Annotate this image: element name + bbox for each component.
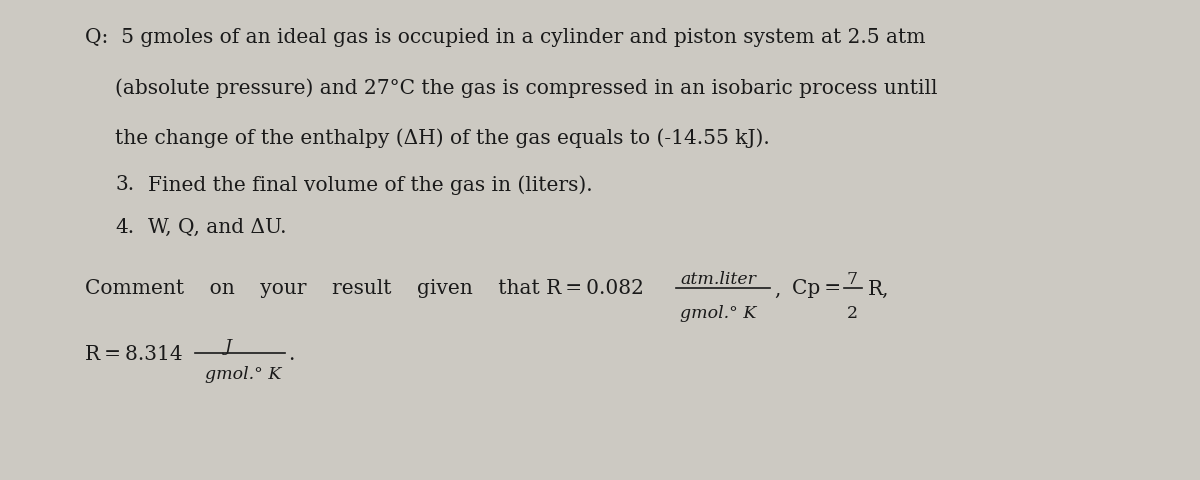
Text: atm.liter: atm.liter — [680, 270, 756, 288]
Text: ,: , — [774, 279, 780, 298]
Text: Comment    on    your    result    given    that R = 0.082: Comment on your result given that R = 0.… — [85, 279, 644, 298]
Text: Fined the final volume of the gas in (liters).: Fined the final volume of the gas in (li… — [148, 175, 593, 194]
Text: gmol.° K: gmol.° K — [205, 365, 281, 382]
Text: the change of the enthalpy (ΔH) of the gas equals to (-14.55 kJ).: the change of the enthalpy (ΔH) of the g… — [115, 128, 769, 147]
Text: 4.: 4. — [115, 217, 134, 237]
Text: 7: 7 — [847, 270, 858, 288]
Text: .: . — [288, 344, 294, 363]
Text: J: J — [226, 337, 232, 354]
Text: R = 8.314: R = 8.314 — [85, 344, 182, 363]
Text: Cp =: Cp = — [792, 279, 845, 298]
Text: W, Q, and ΔU.: W, Q, and ΔU. — [148, 217, 287, 237]
Text: gmol.° K: gmol.° K — [680, 304, 756, 321]
Text: Q:  5 gmoles of an ideal gas is occupied in a cylinder and piston system at 2.5 : Q: 5 gmoles of an ideal gas is occupied … — [85, 28, 925, 47]
Text: (absolute pressure) and 27°C the gas is compressed in an isobaric process untill: (absolute pressure) and 27°C the gas is … — [115, 78, 937, 97]
Text: R,: R, — [868, 279, 889, 298]
Text: 3.: 3. — [115, 175, 134, 193]
Text: 2: 2 — [847, 304, 858, 321]
